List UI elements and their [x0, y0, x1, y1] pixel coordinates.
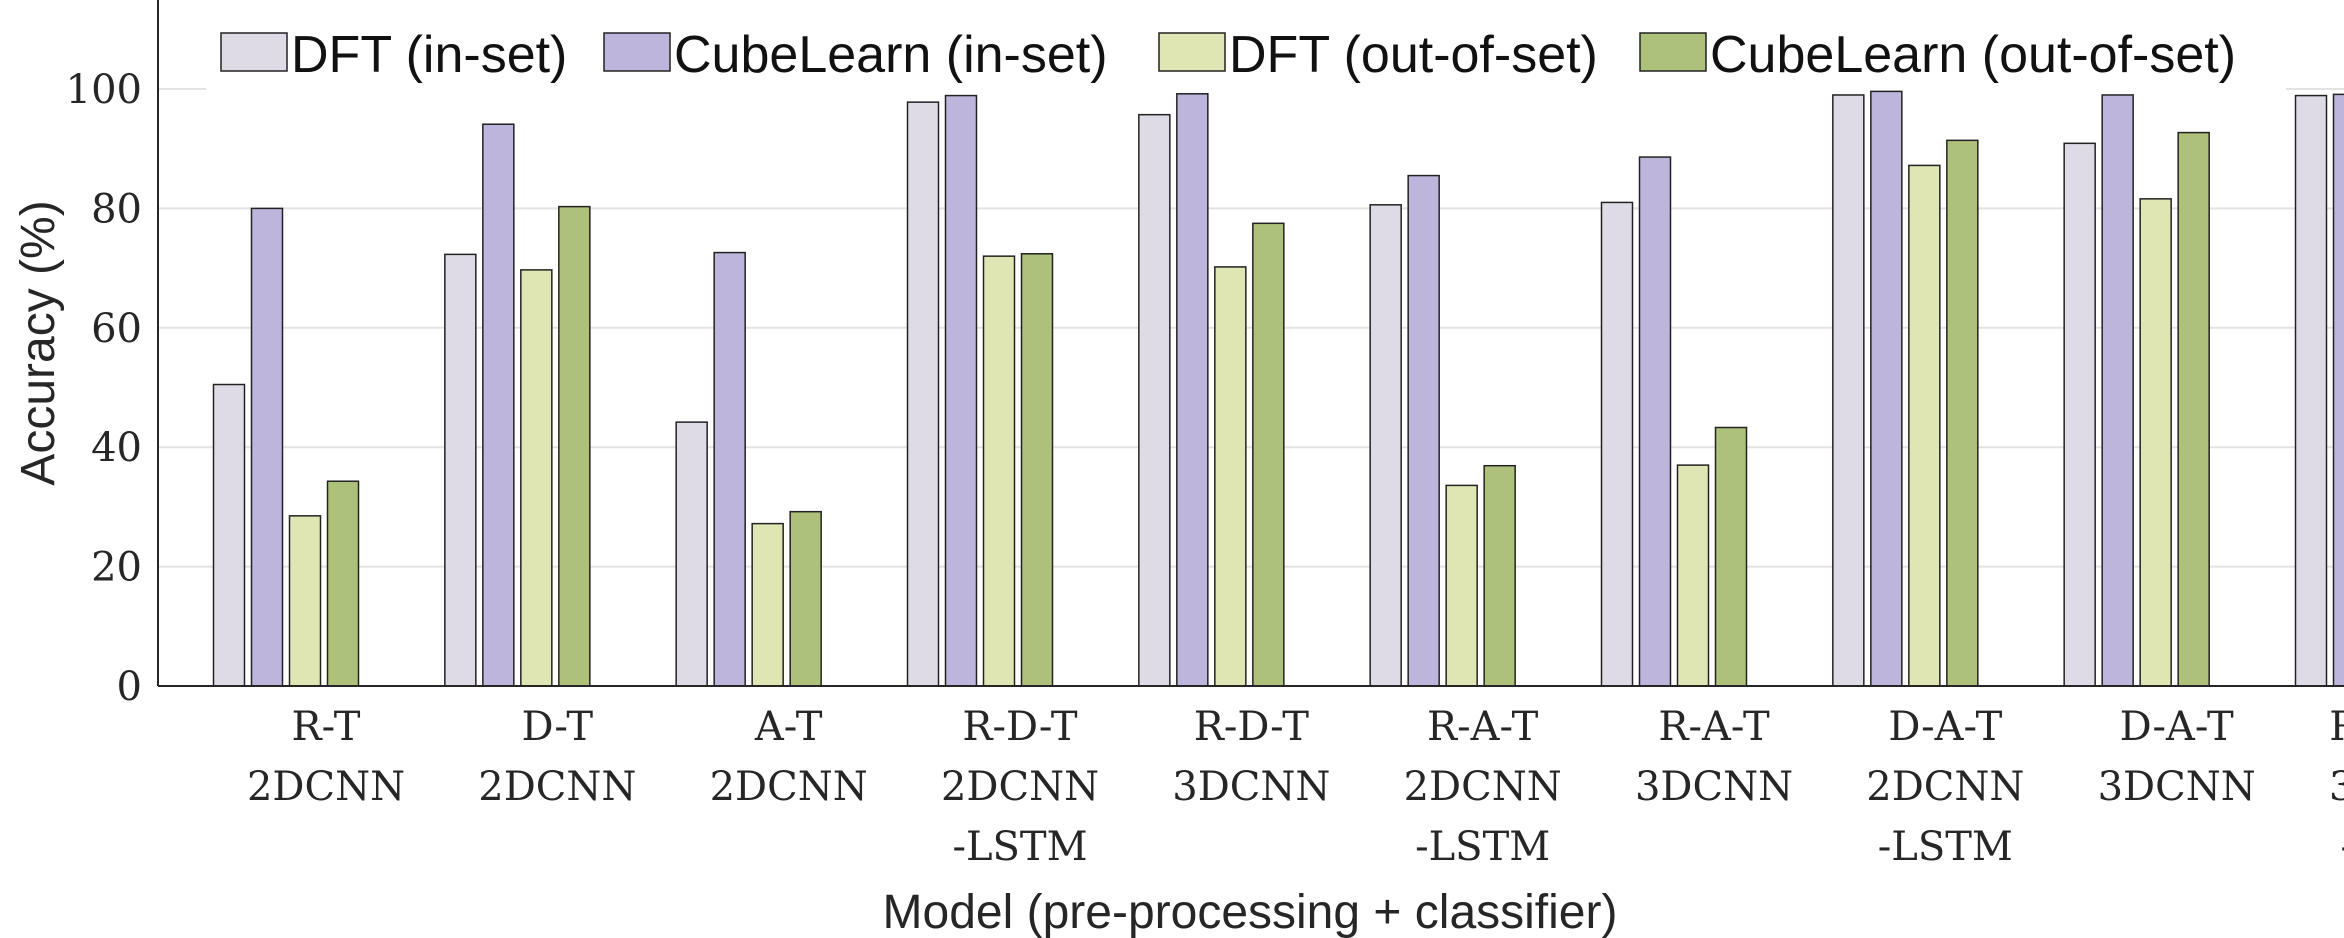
x-tick-label-line: 3DCNN [2098, 764, 2256, 810]
y-tick-label: 40 [91, 425, 142, 471]
x-tick-label: R-A-T 2DCNN -LSTM [1404, 704, 1562, 870]
x-tick-label-line: D-A-T [1888, 704, 2002, 750]
bar [1908, 164, 1941, 687]
x-tick-label-line: D-A-T [2120, 704, 2234, 750]
legend-swatch [1639, 32, 1707, 72]
x-tick-label: R-D-A-T 3DCNN -LSTM [2329, 704, 2344, 870]
x-tick-label-line: 2DCNN [941, 764, 1099, 810]
bar [2063, 142, 2096, 687]
x-tick-label-line: 2DCNN [710, 764, 868, 810]
bar [1946, 139, 1979, 687]
bar [1600, 201, 1634, 687]
bar [1870, 90, 1903, 687]
bar [1714, 426, 1748, 687]
bar [2332, 93, 2344, 687]
x-axis-label: Model (pre-processing + classifier) [883, 886, 1618, 938]
bar [944, 94, 978, 687]
y-tick-label: 80 [91, 186, 142, 232]
x-tick-label-line: 3DCNN [2329, 764, 2344, 810]
y-tick-label: 60 [91, 306, 142, 352]
x-tick-label-line: R-A-T [1427, 704, 1539, 750]
legend-swatch [603, 32, 671, 72]
bar [1176, 93, 1209, 687]
bar [250, 207, 284, 687]
x-tick-label-line: R-D-T [1194, 704, 1310, 750]
bar [2101, 94, 2134, 687]
x-tick-label-line: R-D-A-T [2329, 704, 2344, 750]
x-tick-label-line: 3DCNN [1172, 764, 1330, 810]
bar [675, 421, 708, 687]
axes [157, 0, 2344, 687]
legend-label: DFT (out-of-set) [1229, 26, 1598, 84]
x-tick-label: R-A-T 3DCNN [1635, 704, 1793, 810]
bar [326, 480, 360, 687]
bar [2177, 131, 2210, 687]
x-tick-label-line: 2DCNN [1866, 764, 2024, 810]
x-tick-label-line: 2DCNN [247, 764, 405, 810]
legend-label: CubeLearn (in-set) [674, 26, 1108, 84]
bar [713, 251, 746, 687]
bar [1138, 113, 1171, 687]
bar [982, 255, 1016, 687]
x-tick-label-line: -LSTM [2340, 824, 2344, 870]
bar [520, 269, 553, 687]
bar [444, 253, 477, 687]
x-tick-label-line: -LSTM [952, 824, 1087, 870]
bar [1832, 94, 1865, 687]
bar [288, 515, 322, 687]
bar [1252, 222, 1285, 687]
legend: DFT (in-set) CubeLearn (in-set) DFT (out-o… [206, 12, 2286, 90]
x-tick-label-line: R-D-T [962, 704, 1078, 750]
x-tick-label-line: R-A-T [1658, 704, 1770, 750]
x-tick-label: R-D-T 2DCNN -LSTM [941, 704, 1099, 870]
bar [212, 383, 246, 687]
bar [1020, 253, 1054, 687]
bar [906, 101, 940, 687]
bar [1214, 266, 1247, 687]
bar [1445, 484, 1478, 687]
bar [2294, 94, 2328, 687]
x-tick-label-line: 2DCNN [1404, 764, 1562, 810]
bar [482, 123, 515, 687]
bar [558, 205, 591, 687]
x-tick-label-line: A-T [754, 704, 823, 750]
legend-swatch [1158, 32, 1226, 72]
legend-box [206, 12, 2286, 90]
y-tick-label: 20 [91, 545, 142, 591]
x-tick-label: R-D-T 3DCNN [1172, 704, 1330, 810]
y-tick-label: 100 [66, 67, 142, 113]
x-tick-label-line: -LSTM [1878, 824, 2013, 870]
x-tick-label: R-T 2DCNN [247, 704, 405, 810]
y-axis-label: Accuracy (%) [12, 200, 65, 485]
legend-label: CubeLearn (out-of-set) [1710, 26, 2236, 84]
bar [1638, 156, 1672, 687]
y-tick-label: 0 [117, 664, 142, 710]
bar [1369, 204, 1402, 687]
bars [212, 90, 2344, 687]
legend-label: DFT (in-set) [291, 26, 567, 84]
bar [2139, 198, 2172, 687]
bar [751, 522, 784, 687]
bar [789, 510, 822, 687]
legend-swatch [220, 32, 288, 72]
x-tick-label-line: D-T [522, 704, 594, 750]
bar [1407, 174, 1440, 687]
x-tick-label: D-A-T 2DCNN -LSTM [1866, 704, 2024, 870]
x-tick-label-line: R-T [292, 704, 361, 750]
x-tick-label-line: 2DCNN [478, 764, 636, 810]
y-tick-labels: 0 20 40 60 80 100 [66, 67, 142, 710]
x-tick-label-line: 3DCNN [1635, 764, 1793, 810]
bar [1676, 464, 1710, 687]
x-tick-label: D-T 2DCNN [478, 704, 636, 810]
bar [1483, 464, 1516, 687]
x-tick-label: A-T 2DCNN [710, 704, 868, 810]
x-tick-label: D-A-T 3DCNN [2098, 704, 2256, 810]
x-tick-label-line: -LSTM [1415, 824, 1550, 870]
